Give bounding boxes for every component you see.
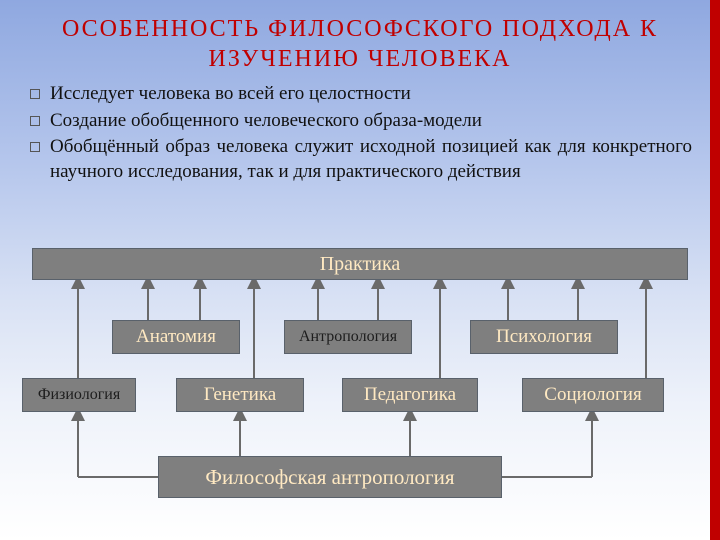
bullet-item: Обобщённый образ человека служит исходно… [28,135,692,184]
bullet-item: Создание обобщенного человеческого образ… [28,109,692,134]
bullet-item: Исследует человека во всей его целостнос… [28,82,692,107]
slide: ОСОБЕННОСТЬ ФИЛОСОФСКОГО ПОДХОДА К ИЗУЧЕ… [0,0,720,540]
node-pedagogy: Педагогика [342,378,478,412]
node-physiology: Физиология [22,378,136,412]
node-philanth: Философская антропология [158,456,502,498]
node-anthropology: Антропология [284,320,412,354]
node-practice: Практика [32,248,688,280]
slide-title: ОСОБЕННОСТЬ ФИЛОСОФСКОГО ПОДХОДА К ИЗУЧЕ… [0,0,720,80]
diagram: Практика Анатомия Антропология Психология Фи… [22,248,698,528]
node-psychology: Психология [470,320,618,354]
accent-bar [710,0,720,540]
node-sociology: Социология [522,378,664,412]
bullet-list: Исследует человека во всей его целостнос… [0,80,720,185]
node-genetics: Генетика [176,378,304,412]
node-anatomy: Анатомия [112,320,240,354]
